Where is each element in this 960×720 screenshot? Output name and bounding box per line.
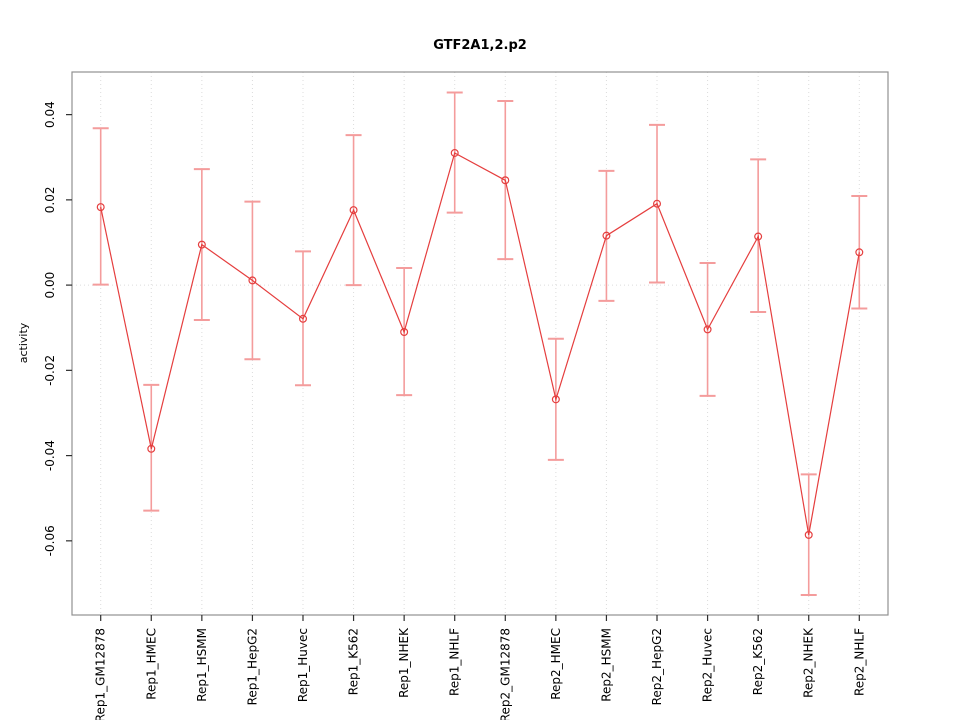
y-axis-label: activity [17,322,30,363]
x-category-label: Rep1_HMEC [144,628,158,700]
data-point-marker [754,232,763,241]
data-point-marker [450,148,459,157]
x-category-label: Rep1_Huvec [296,628,310,702]
x-category-label: Rep1_GM12878 [94,628,108,720]
y-tick-label: -0.04 [43,440,57,471]
data-point-marker [147,444,156,453]
data-point-marker [551,395,560,404]
data-point-marker [653,199,662,208]
y-tick-label: -0.02 [43,355,57,386]
x-category-label: Rep2_GM12878 [498,628,512,720]
chart-title: GTF2A1,2.p2 [433,38,527,53]
x-category-label: Rep1_NHLF [448,628,462,696]
series-line [100,152,860,536]
x-category-label: Rep2_HepG2 [650,628,664,705]
data-point-marker [855,248,864,257]
plot-box-layer [71,71,889,616]
x-category-label: Rep1_HSMM [195,628,209,702]
data-point-marker [703,325,712,334]
y-tick-label: 0.02 [43,187,57,214]
axis-layer: -0.06 -0.04 -0.02 0.00 0.02 0.04 Rep1_GM12878 R… [43,101,866,720]
data-point-marker [96,203,105,212]
data-point-marker [400,327,409,336]
data-point-marker [298,314,307,323]
data-point-marker [804,530,813,539]
x-category-label: Rep2_Huvec [701,628,715,702]
data-point-marker [349,206,358,215]
x-category-label: Rep2_NHEK [802,627,816,698]
x-category-label: Rep2_HMEC [549,628,563,700]
y-tick-label: 0.04 [43,101,57,128]
data-point-marker [501,176,510,185]
data-point-marker [197,240,206,249]
x-category-label: Rep1_K562 [347,628,361,695]
y-tick-label: -0.06 [43,525,57,556]
x-category-label: Rep2_HSMM [599,628,613,702]
grid-layer [72,72,888,615]
x-category-label: Rep2_K562 [751,628,765,695]
data-layer [92,91,868,596]
y-tick-label: 0.00 [43,272,57,299]
x-category-label: Rep1_HepG2 [245,628,259,705]
x-category-label: Rep2_NHLF [852,628,866,696]
x-category-label: Rep1_NHEK [397,627,411,698]
data-point-marker [248,276,257,285]
data-point-marker [602,231,611,240]
plot-box [71,71,889,616]
